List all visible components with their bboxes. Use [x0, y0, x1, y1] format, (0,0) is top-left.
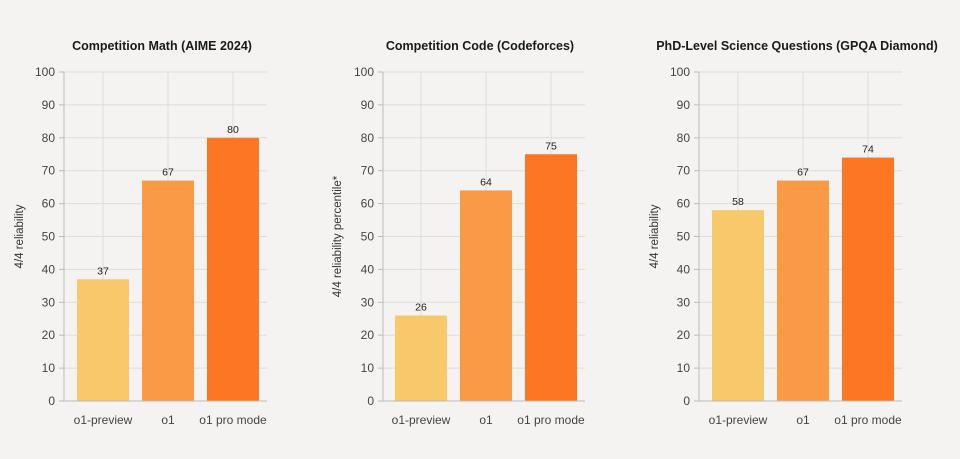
data-label: 67: [797, 167, 809, 179]
y-tick-label: 10: [361, 361, 375, 375]
bar: [142, 180, 194, 401]
bar: [842, 157, 894, 401]
category-label: o1: [479, 413, 493, 427]
bar: [777, 180, 829, 401]
y-tick-label: 40: [677, 262, 691, 276]
y-axis-label: 4/4 reliability: [649, 204, 661, 268]
y-tick-label: 20: [677, 328, 691, 342]
y-tick-label: 30: [42, 295, 56, 309]
y-tick-label: 80: [677, 131, 691, 145]
y-tick-label: 90: [677, 98, 691, 112]
y-axis-label: 4/4 reliability: [14, 204, 26, 268]
y-tick-label: 0: [367, 394, 374, 408]
y-tick-label: 0: [683, 394, 690, 408]
data-label: 64: [480, 176, 492, 188]
chart-title: Competition Code (Codeforces): [386, 39, 574, 53]
y-tick-label: 10: [42, 361, 56, 375]
data-label: 58: [732, 196, 744, 208]
data-label: 37: [97, 265, 109, 277]
bar: [207, 137, 259, 402]
data-label: 67: [162, 167, 174, 179]
y-tick-label: 90: [361, 98, 375, 112]
y-tick-label: 100: [354, 65, 374, 79]
category-label: o1: [161, 413, 175, 427]
y-tick-label: 20: [361, 328, 375, 342]
chart-title: Competition Math (AIME 2024): [72, 39, 252, 53]
y-tick-label: 80: [42, 131, 56, 145]
y-tick-label: 40: [361, 262, 375, 276]
y-tick-label: 100: [670, 65, 690, 79]
y-tick-label: 70: [361, 164, 375, 178]
category-label: o1 pro mode: [199, 413, 267, 427]
y-tick-label: 50: [677, 230, 691, 244]
y-tick-label: 60: [677, 197, 691, 211]
y-tick-label: 0: [48, 394, 55, 408]
y-tick-label: 100: [35, 65, 55, 79]
y-tick-label: 60: [42, 197, 56, 211]
y-tick-label: 20: [42, 328, 56, 342]
category-label: o1: [796, 413, 810, 427]
data-label: 80: [227, 124, 239, 136]
category-label: o1-preview: [392, 413, 451, 427]
y-tick-label: 30: [677, 295, 691, 309]
bar: [77, 279, 129, 401]
bar: [525, 154, 577, 401]
y-tick-label: 60: [361, 197, 375, 211]
bar: [460, 190, 512, 401]
y-tick-label: 40: [42, 262, 56, 276]
y-tick-label: 70: [42, 164, 56, 178]
data-label: 75: [545, 140, 557, 152]
y-tick-label: 10: [677, 361, 691, 375]
data-label: 26: [415, 301, 427, 313]
y-tick-label: 80: [361, 131, 375, 145]
bar: [395, 315, 447, 401]
y-tick-label: 50: [361, 230, 375, 244]
category-label: o1-preview: [74, 413, 133, 427]
chart-title: PhD-Level Science Questions (GPQA Diamon…: [656, 39, 938, 53]
y-tick-label: 70: [677, 164, 691, 178]
category-label: o1 pro mode: [517, 413, 585, 427]
y-axis-label: 4/4 reliability percentile*: [332, 175, 344, 297]
data-label: 74: [862, 144, 874, 156]
category-label: o1 pro mode: [834, 413, 902, 427]
y-tick-label: 90: [42, 98, 56, 112]
category-label: o1-preview: [709, 413, 768, 427]
bar: [712, 210, 764, 401]
y-tick-label: 30: [361, 295, 375, 309]
y-tick-label: 50: [42, 230, 56, 244]
